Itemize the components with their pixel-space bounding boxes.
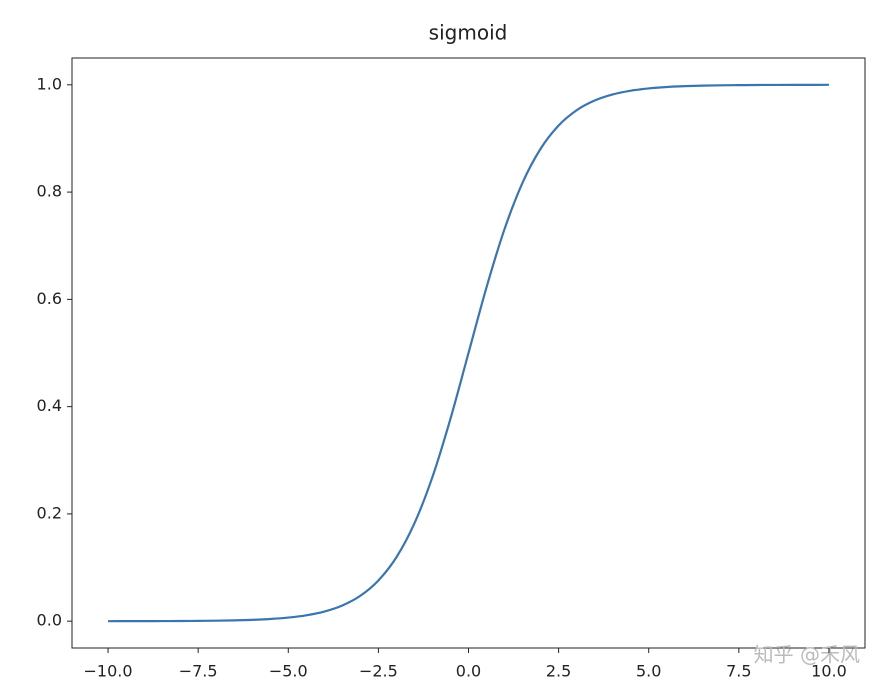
y-tick-label: 0.0 <box>37 611 62 630</box>
x-tick-label: −10.0 <box>84 662 133 681</box>
y-tick-label: 0.4 <box>37 396 62 415</box>
chart-title: sigmoid <box>429 21 508 45</box>
watermark: 知乎 @禾风 <box>754 643 860 667</box>
y-tick-label: 0.6 <box>37 289 62 308</box>
x-tick-label: 5.0 <box>636 662 661 681</box>
x-tick-label: −5.0 <box>269 662 308 681</box>
x-tick-label: 10.0 <box>811 662 847 681</box>
x-tick-label: 7.5 <box>726 662 751 681</box>
x-tick-label: 0.0 <box>456 662 481 681</box>
y-tick-label: 0.8 <box>37 182 62 201</box>
x-tick-label: −7.5 <box>179 662 218 681</box>
y-tick-label: 0.2 <box>37 503 62 522</box>
x-tick-label: 2.5 <box>546 662 571 681</box>
x-tick-label: −2.5 <box>359 662 398 681</box>
line <box>108 83 829 623</box>
y-tick-label: 1.0 <box>37 74 62 93</box>
